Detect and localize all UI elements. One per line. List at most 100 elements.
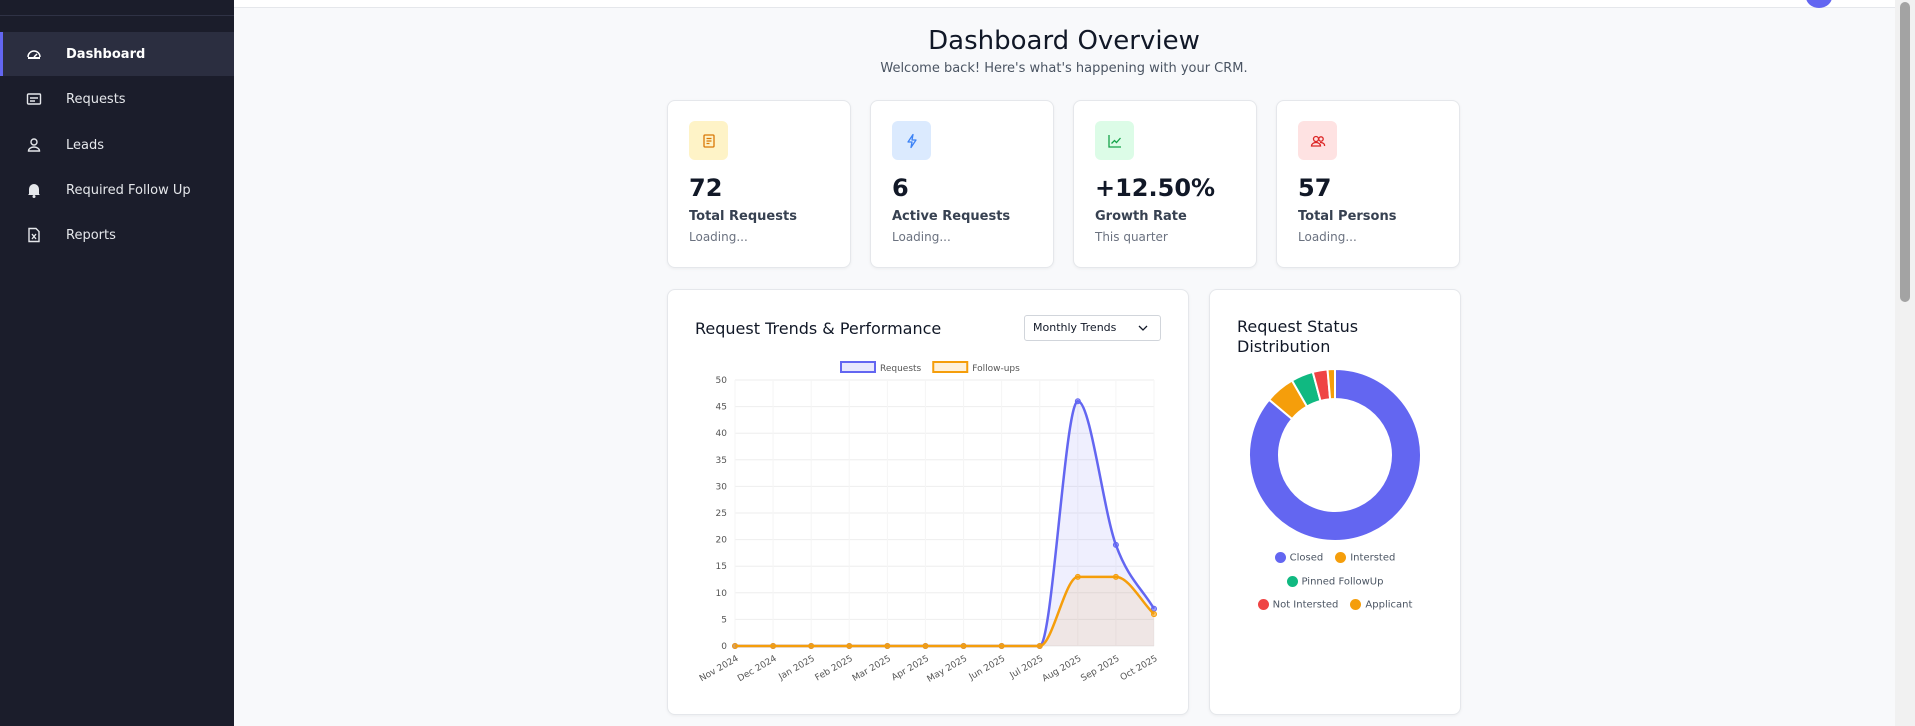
data-point [1074,573,1081,580]
legend-swatch [840,361,876,373]
legend-dot [1335,552,1347,563]
donut-slice [1248,367,1422,542]
nav-label: Required Follow Up [66,182,191,198]
x-tick-label: Jul 2025 [1008,654,1046,681]
icon [28,227,40,243]
legend-label: Closed [1289,552,1324,564]
nav-item[interactable]: Reports [0,213,234,257]
y-tick-label: 50 [716,376,728,386]
scrollbar-thumb[interactable] [1900,2,1910,302]
data-point [1074,398,1081,405]
donut-chart [1248,367,1422,542]
stat-card: 6 Active Requests Loading... [870,100,1054,268]
y-tick-label: 0 [721,642,727,652]
y-tick-label: 35 [716,456,727,466]
x-tick-label: May 2025 [926,654,969,685]
y-tick-label: 25 [716,509,727,519]
y-tick-label: 15 [716,562,727,572]
stat-card: 57 Total Persons Loading... [1276,100,1460,268]
y-tick-label: 10 [716,589,728,599]
sidebar: Dashboard Requests Leads Required Follow… [0,0,234,726]
y-tick-label: 40 [716,429,728,439]
data-point [884,643,891,649]
data-point [808,643,815,649]
data-point [922,643,929,649]
x-tick-label: Sep 2025 [1079,654,1121,684]
data-point [998,643,1005,649]
x-tick-label: Nov 2024 [698,654,741,684]
nav-item[interactable]: Dashboard [0,32,234,76]
series-area [735,576,1154,646]
icon [27,138,41,152]
x-tick-label: Dec 2024 [736,654,779,684]
legend-label: Requests [880,364,922,374]
nav-item[interactable]: Leads [0,123,234,167]
legend-dot [1274,552,1286,563]
icon [26,93,42,105]
page-subtitle: Welcome back! Here's what's happening wi… [880,61,1248,76]
legend-item[interactable]: Closed [1274,552,1324,564]
data-point [1112,541,1119,548]
x-tick-label: Aug 2025 [1041,654,1084,684]
page-title: Dashboard Overview [928,26,1200,56]
donut-slice [1326,367,1336,401]
legend-label: Pinned FollowUp [1301,576,1384,587]
stat-icon [689,121,728,160]
legend-dot [1286,575,1298,587]
status-card: Request Status Distribution Closed Inters… [1209,289,1461,715]
stat-label: Total Requests [689,209,797,224]
legend-dot [1350,599,1362,610]
data-point [770,643,777,649]
stat-note: Loading... [689,230,748,244]
stat-icon [892,121,931,160]
avatar[interactable] [1806,0,1832,8]
stat-value: 72 [689,174,723,202]
stat-label: Growth Rate [1095,209,1187,224]
icon [28,184,40,198]
legend-item[interactable]: Intersted [1335,552,1395,564]
legend-item[interactable]: Not Intersted [1257,599,1339,611]
stat-icon [1095,121,1134,160]
legend-label: Not Intersted [1272,599,1339,611]
x-tick-label: Oct 2025 [1119,654,1160,683]
data-point [1112,573,1119,580]
stat-card: 72 Total Requests Loading... [667,100,851,268]
x-tick-label: Feb 2025 [814,654,855,684]
trend-card: Request Trends & Performance Monthly Tre… [667,289,1189,715]
data-point [960,643,967,649]
stat-note: This quarter [1095,230,1168,244]
icon [27,50,41,59]
stat-value: 6 [892,174,909,202]
nav-label: Dashboard [66,46,146,62]
stat-icon [1298,121,1337,160]
chart-title: Request Status Distribution [1237,317,1359,356]
legend-label: Follow-ups [972,364,1020,374]
stat-value: +12.50% [1095,174,1216,202]
nav-item[interactable]: Required Follow Up [0,168,234,212]
x-tick-label: Mar 2025 [851,654,893,684]
nav-label: Leads [66,137,105,153]
select-label: Monthly Trends [1033,321,1117,334]
stat-label: Active Requests [892,209,1011,224]
stat-note: Loading... [892,230,951,244]
period-select[interactable]: Monthly Trends [1024,315,1161,341]
legend-dot [1257,599,1269,610]
nav-item[interactable]: Requests [0,77,234,121]
legend-swatch [932,361,969,373]
y-tick-label: 20 [716,536,728,546]
stat-card: +12.50% Growth Rate This quarter [1073,100,1257,268]
y-tick-label: 30 [716,482,728,492]
y-tick-label: 5 [721,615,727,625]
stat-value: 57 [1298,174,1332,202]
legend-item[interactable]: Pinned FollowUp [1286,575,1384,587]
series-area [735,401,1154,646]
nav-label: Requests [66,91,126,107]
nav-label: Reports [66,227,116,243]
x-tick-label: Jun 2025 [967,654,1007,683]
scrollbar [1895,0,1915,726]
legend-label: Intersted [1350,552,1396,564]
data-point [846,643,853,649]
data-point [1151,611,1157,618]
legend-item[interactable]: Applicant [1350,599,1412,611]
